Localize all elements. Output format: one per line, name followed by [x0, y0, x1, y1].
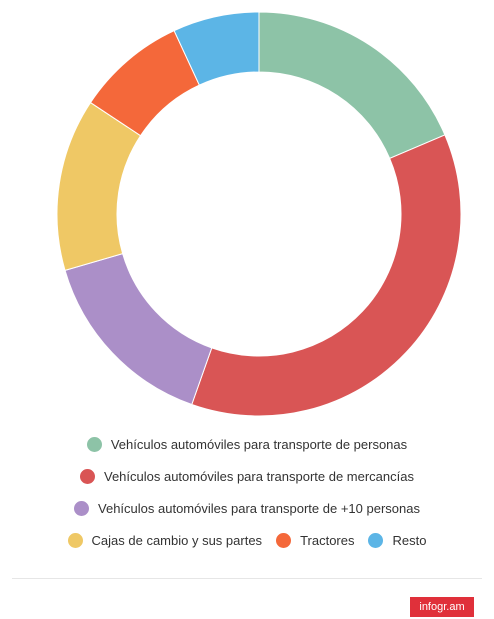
legend-label: Tractores	[300, 532, 355, 548]
donut-slice	[173, 11, 260, 86]
legend-swatch	[74, 500, 90, 516]
legend-swatch	[79, 468, 95, 484]
chart	[56, 11, 462, 417]
brand-badge[interactable]: infogr.am	[410, 597, 474, 617]
legend-label: Cajas de cambio y sus partes	[91, 532, 263, 548]
donut-slice	[64, 252, 213, 406]
legend-swatch	[67, 532, 83, 548]
legend-label: Vehículos automóviles para transporte de…	[103, 468, 414, 484]
legend-label: Vehículos automóviles para transporte de…	[98, 500, 420, 516]
divider	[12, 578, 482, 579]
legend-item[interactable]: Resto	[368, 530, 426, 550]
donut-slice	[258, 11, 446, 160]
legend-swatch	[86, 436, 102, 452]
legend-item[interactable]: Tractores	[276, 530, 354, 550]
donut-slice	[191, 134, 462, 417]
legend-label: Resto	[392, 532, 427, 548]
legend: Vehículos automóviles para transporte de…	[27, 434, 467, 550]
legend-swatch	[368, 532, 384, 548]
legend-label: Vehículos automóviles para transporte de…	[110, 436, 408, 452]
legend-item[interactable]: Vehículos automóviles para transporte de…	[86, 434, 408, 454]
legend-item[interactable]: Vehículos automóviles para transporte de…	[79, 466, 414, 486]
legend-swatch	[276, 532, 292, 548]
legend-item[interactable]: Vehículos automóviles para transporte de…	[74, 498, 420, 518]
legend-item[interactable]: Cajas de cambio y sus partes	[67, 530, 263, 550]
